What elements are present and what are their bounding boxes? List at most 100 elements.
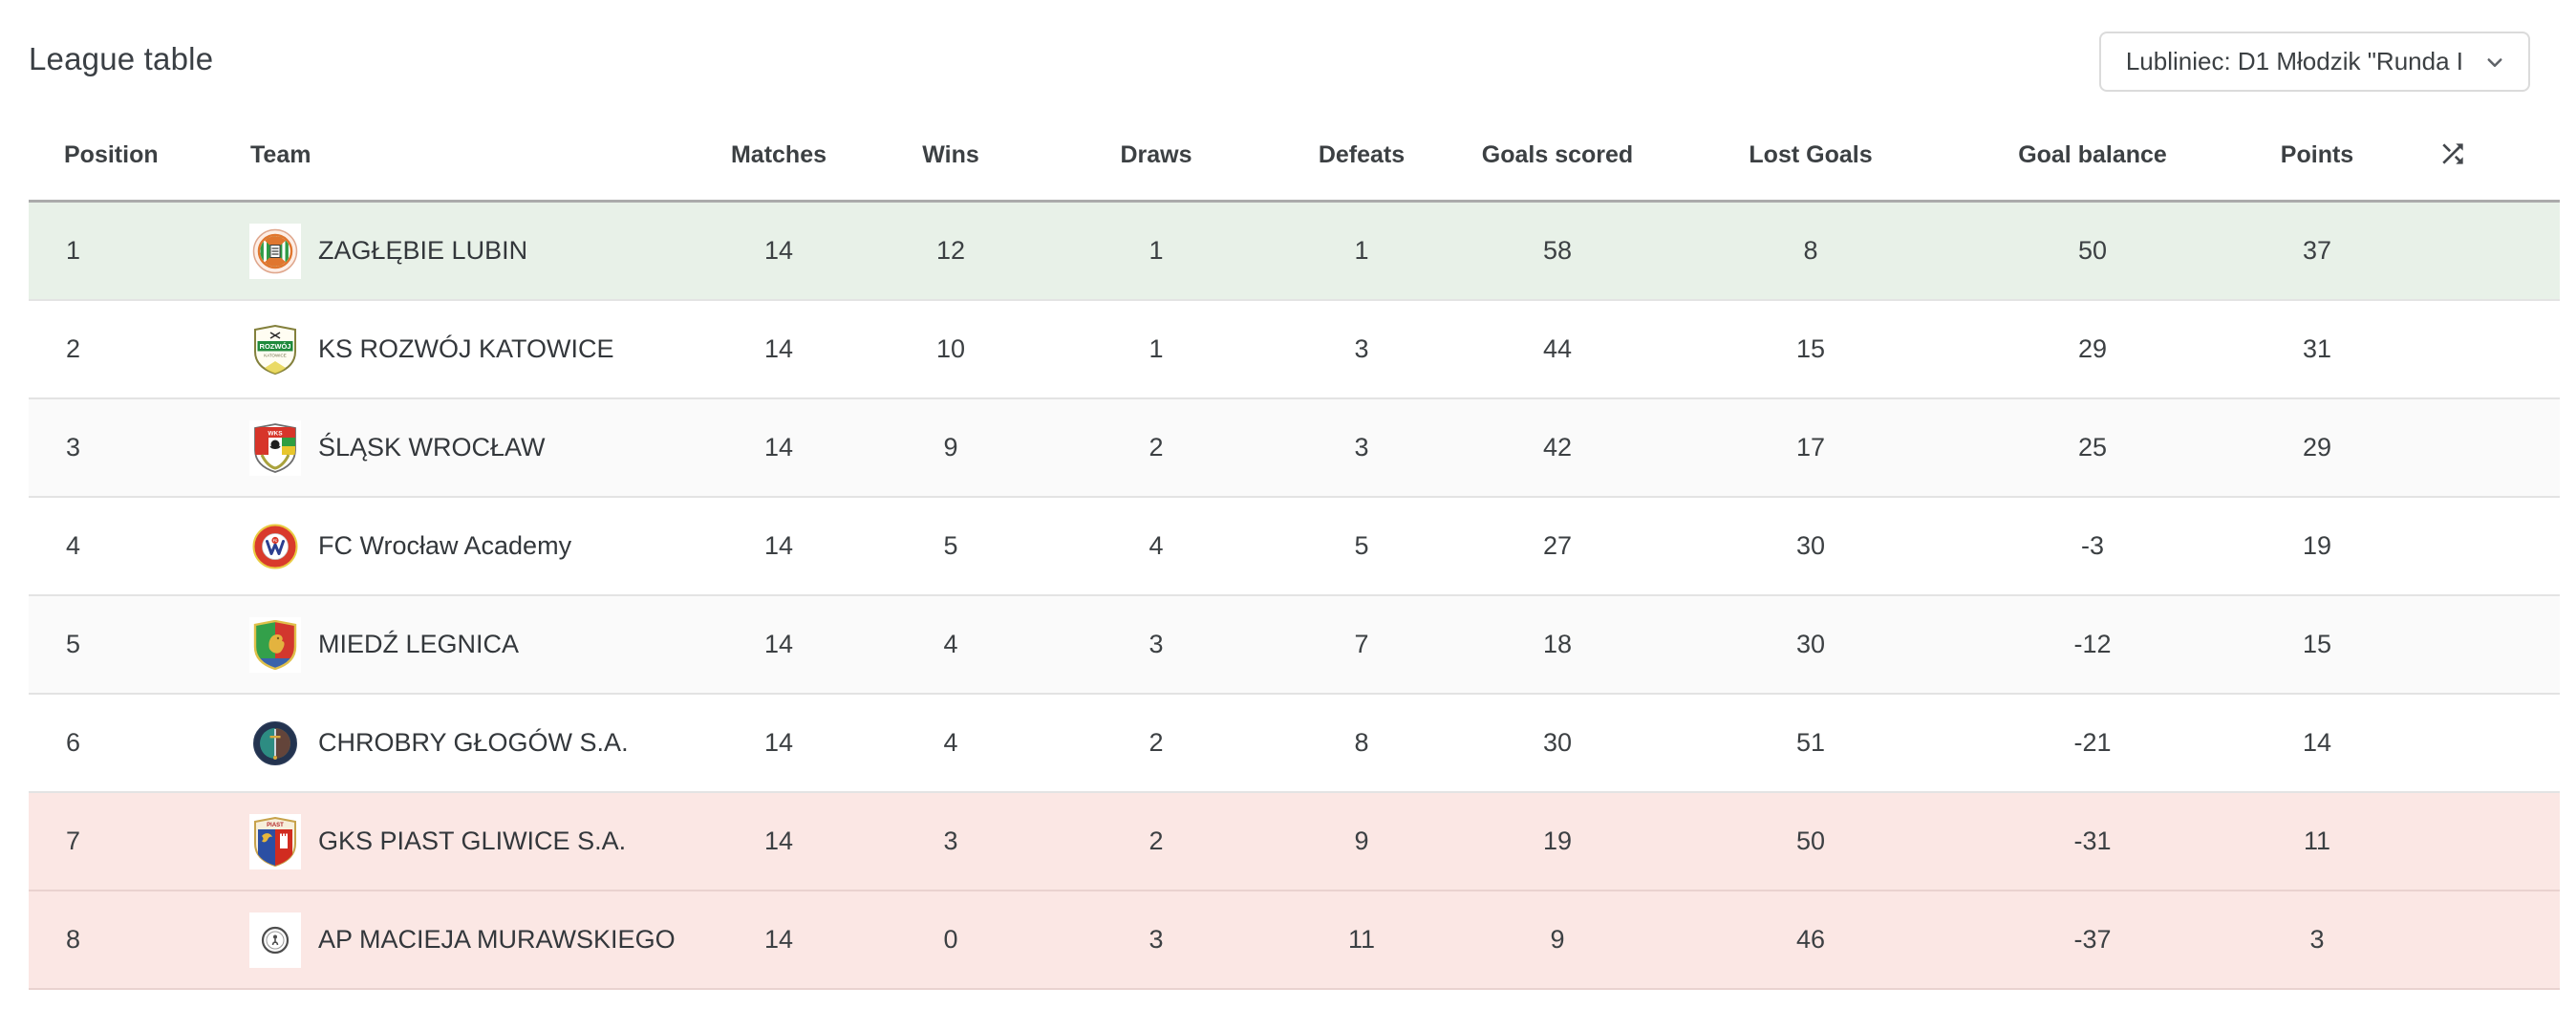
- col-header-goals-scored: Goals scored: [1481, 141, 1634, 168]
- matches-cell: 14: [763, 728, 794, 757]
- table-row: 3 WKS ŚLĄS: [29, 399, 2560, 498]
- goals-scored-cell: 9: [1550, 925, 1565, 954]
- team-name[interactable]: ŚLĄSK WROCŁAW: [318, 433, 546, 462]
- table-row: 8 AP MACIEJA MURAWSKIEGO 14 0 3 11 9 46 …: [29, 891, 2560, 990]
- ap-macieja-murawskiego-crest-icon: [249, 912, 301, 968]
- lost-goals-cell: 8: [1803, 236, 1818, 265]
- draws-cell: 3: [1148, 630, 1164, 658]
- points-cell: 19: [2302, 531, 2332, 560]
- goal-balance-cell: -21: [2073, 728, 2112, 757]
- shuffle-icon[interactable]: [2437, 139, 2468, 169]
- league-select-value: Lubliniec: D1 Młodzik "Runda I: [2125, 47, 2463, 75]
- defeats-cell: 5: [1354, 531, 1369, 560]
- col-header-draws: Draws: [1120, 141, 1192, 168]
- lost-goals-cell: 30: [1795, 531, 1826, 560]
- team-name[interactable]: MIEDŹ LEGNICA: [318, 630, 520, 658]
- wins-cell: 12: [935, 236, 966, 265]
- col-header-lost-goals: Lost Goals: [1749, 141, 1873, 168]
- team-cell: CHROBRY GŁOGÓW S.A.: [220, 715, 688, 771]
- goal-balance-cell: -31: [2073, 827, 2112, 855]
- goals-scored-cell: 58: [1542, 236, 1573, 265]
- team-name[interactable]: KS ROZWÓJ KATOWICE: [318, 334, 614, 363]
- goals-scored-cell: 19: [1542, 827, 1573, 855]
- league-select-dropdown[interactable]: Lubliniec: D1 Młodzik "Runda I: [2098, 32, 2530, 92]
- table-row: 4 FC FC Wrocław Academy 14 5 4 5 27 30 -…: [29, 498, 2560, 596]
- svg-text:FC: FC: [273, 539, 278, 543]
- team-name[interactable]: FC Wrocław Academy: [318, 531, 572, 560]
- position-cell: 7: [66, 827, 81, 855]
- team-name[interactable]: AP MACIEJA MURAWSKIEGO: [318, 925, 676, 954]
- goal-balance-cell: -3: [2080, 531, 2104, 560]
- svg-text:ROZWÓJ: ROZWÓJ: [260, 342, 291, 351]
- goal-balance-cell: 25: [2077, 433, 2108, 462]
- position-cell: 2: [66, 334, 81, 363]
- team-cell: ROZWÓJ KATOWICE KS ROZWÓJ KATOWICE: [220, 321, 688, 377]
- col-header-defeats: Defeats: [1318, 141, 1406, 168]
- team-cell: PIAST GKS PIAST GLIWICE S.A.: [220, 813, 688, 869]
- goals-scored-cell: 42: [1542, 433, 1573, 462]
- goal-balance-cell: 50: [2077, 236, 2108, 265]
- table-row: 2 ROZWÓJ KATOWICE KS ROZWÓJ KATOWICE 14 …: [29, 301, 2560, 399]
- defeats-cell: 7: [1354, 630, 1369, 658]
- goal-balance-cell: 29: [2077, 334, 2108, 363]
- zaglebie-lubin-crest-icon: [249, 223, 301, 279]
- defeats-cell: 9: [1354, 827, 1369, 855]
- col-header-goal-balance: Goal balance: [2018, 141, 2167, 168]
- table-header-row: Position Team Matches Wins Draws Defeats…: [29, 92, 2560, 203]
- lost-goals-cell: 51: [1795, 728, 1826, 757]
- lost-goals-cell: 46: [1795, 925, 1826, 954]
- team-cell: FC FC Wrocław Academy: [220, 518, 688, 574]
- goals-scored-cell: 44: [1542, 334, 1573, 363]
- gks-piast-gliwice-crest-icon: PIAST: [249, 813, 301, 869]
- league-table: Position Team Matches Wins Draws Defeats…: [29, 92, 2560, 990]
- team-cell: AP MACIEJA MURAWSKIEGO: [220, 912, 688, 968]
- defeats-cell: 3: [1354, 433, 1369, 462]
- wins-cell: 9: [943, 433, 958, 462]
- svg-text:PIAST: PIAST: [267, 823, 284, 828]
- wins-cell: 4: [943, 728, 958, 757]
- matches-cell: 14: [763, 925, 794, 954]
- goals-scored-cell: 27: [1542, 531, 1573, 560]
- team-name[interactable]: CHROBRY GŁOGÓW S.A.: [318, 728, 629, 757]
- position-cell: 4: [66, 531, 81, 560]
- col-header-team: Team: [250, 141, 311, 168]
- team-name[interactable]: ZAGŁĘBIE LUBIN: [318, 236, 528, 265]
- matches-cell: 14: [763, 827, 794, 855]
- points-cell: 29: [2302, 433, 2332, 462]
- team-cell: ZAGŁĘBIE LUBIN: [220, 223, 688, 279]
- lost-goals-cell: 15: [1795, 334, 1826, 363]
- draws-cell: 1: [1148, 334, 1164, 363]
- defeats-cell: 3: [1354, 334, 1369, 363]
- col-header-wins: Wins: [922, 141, 979, 168]
- lost-goals-cell: 17: [1795, 433, 1826, 462]
- table-row: 1: [29, 203, 2560, 301]
- ks-rozwoj-katowice-crest-icon: ROZWÓJ KATOWICE: [249, 321, 301, 377]
- table-row: 5 MIEDŹ LEGNICA 14 4 3 7: [29, 596, 2560, 695]
- wins-cell: 3: [943, 827, 958, 855]
- col-header-points: Points: [2280, 141, 2354, 168]
- table-row: 6 CHROBRY GŁOGÓW S.A. 14 4 2 8 30 51 -21…: [29, 695, 2560, 793]
- goal-balance-cell: -12: [2073, 630, 2112, 658]
- draws-cell: 1: [1148, 236, 1164, 265]
- slask-wroclaw-crest-icon: WKS: [249, 419, 301, 476]
- col-header-matches: Matches: [730, 141, 827, 168]
- topbar: League table Lubliniec: D1 Młodzik "Rund…: [0, 0, 2576, 92]
- svg-text:KATOWICE: KATOWICE: [264, 353, 287, 357]
- miedz-legnica-crest-icon: [249, 616, 301, 673]
- draws-cell: 2: [1148, 827, 1164, 855]
- wins-cell: 4: [943, 630, 958, 658]
- chevron-down-icon: [2487, 57, 2502, 67]
- points-cell: 11: [2303, 827, 2331, 855]
- team-cell: MIEDŹ LEGNICA: [220, 616, 688, 673]
- wins-cell: 0: [943, 925, 958, 954]
- svg-text:WKS: WKS: [268, 430, 283, 437]
- points-cell: 15: [2302, 630, 2332, 658]
- wins-cell: 10: [935, 334, 966, 363]
- team-name[interactable]: GKS PIAST GLIWICE S.A.: [318, 827, 627, 855]
- draws-cell: 3: [1148, 925, 1164, 954]
- matches-cell: 14: [763, 433, 794, 462]
- col-header-shuffle: [2398, 139, 2560, 200]
- lost-goals-cell: 50: [1795, 827, 1826, 855]
- col-header-position: Position: [64, 141, 159, 168]
- defeats-cell: 11: [1347, 925, 1376, 954]
